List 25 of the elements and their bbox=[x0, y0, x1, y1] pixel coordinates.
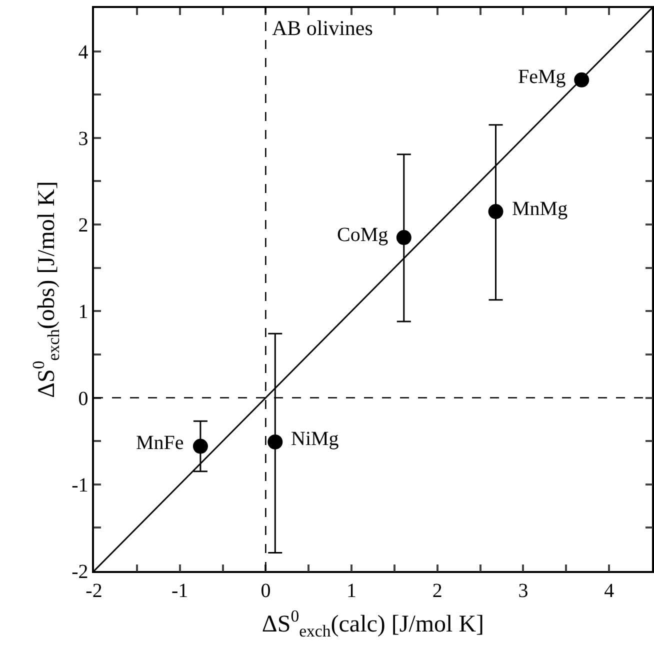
point bbox=[488, 204, 504, 220]
y-tick-label: -1 bbox=[72, 474, 88, 496]
y-tick-label: 0 bbox=[78, 388, 88, 410]
annotation: NiMg bbox=[291, 428, 339, 450]
x-axis-title: ΔS$^{0}$$_{exch}$(calc) [J/mol K] bbox=[262, 606, 484, 641]
x-tick-label: 2 bbox=[432, 580, 442, 602]
x-tick-label: 4 bbox=[604, 580, 614, 602]
y-tick-label: 3 bbox=[78, 128, 88, 150]
ref-line-label: AB olivines bbox=[272, 16, 373, 40]
x-tick-label: 1 bbox=[346, 580, 357, 602]
point bbox=[192, 438, 208, 454]
point bbox=[396, 230, 412, 246]
x-tick-label: -1 bbox=[172, 580, 188, 602]
y-tick-label: 2 bbox=[78, 214, 88, 237]
y-tick-label: 4 bbox=[78, 41, 88, 64]
annotation: CoMg bbox=[337, 224, 388, 246]
point bbox=[574, 72, 590, 88]
x-tick-label: 3 bbox=[518, 580, 528, 602]
y-tick-label: -2 bbox=[72, 561, 88, 583]
y-tick-label: 1 bbox=[78, 301, 88, 324]
point bbox=[268, 434, 283, 450]
annotation: MnMg bbox=[512, 198, 568, 220]
annotation: MnFe bbox=[136, 432, 184, 454]
x-tick-label: 0 bbox=[260, 580, 271, 602]
annotation: FeMg bbox=[518, 66, 566, 88]
